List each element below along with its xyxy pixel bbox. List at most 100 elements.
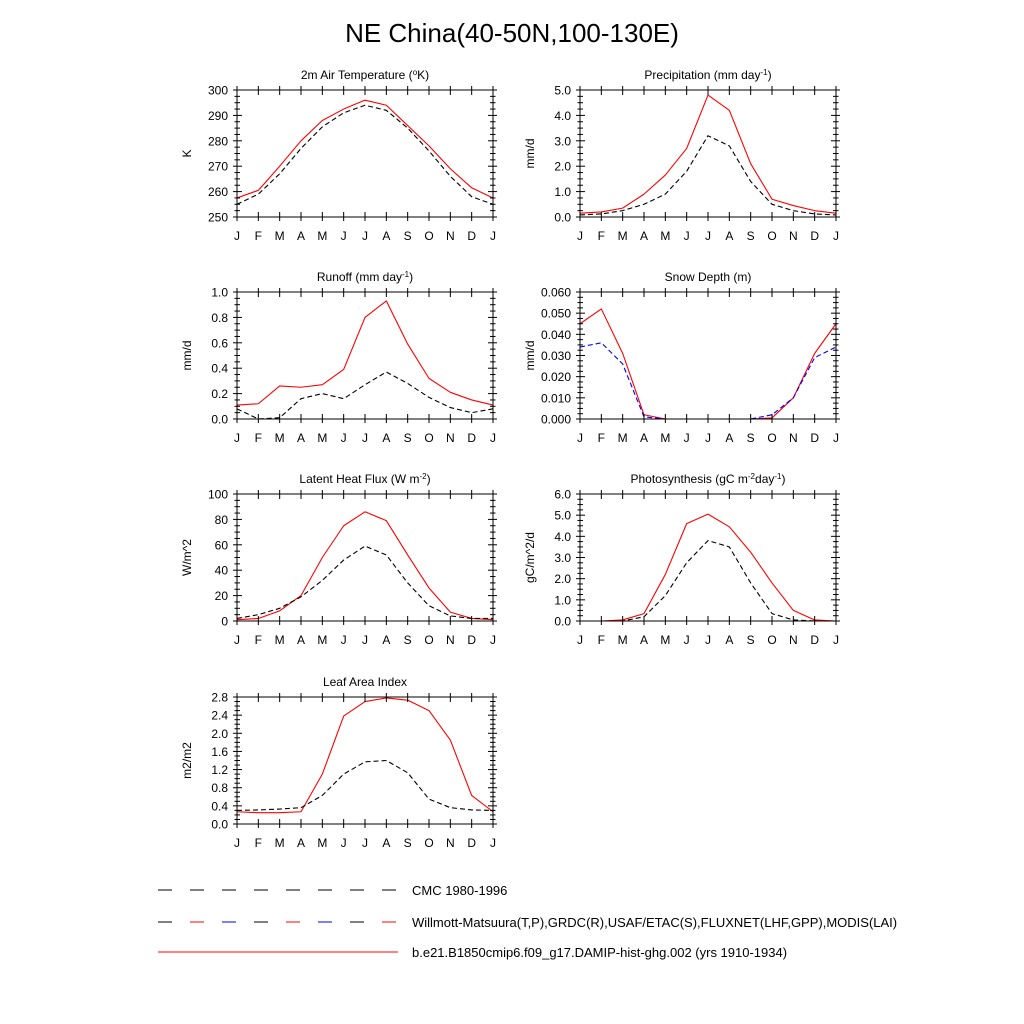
title-part: ) (782, 472, 786, 486)
x-tick-label: S (404, 229, 412, 243)
y-tick-label: 60 (215, 538, 229, 552)
x-tick-label: J (833, 431, 839, 445)
x-tick-label: S (747, 633, 755, 647)
x-tick-label: D (810, 229, 819, 243)
chart-title: Photosynthesis (gC m-2day-1) (631, 472, 786, 487)
title-part: Latent Heat Flux (W m (299, 472, 419, 486)
y-axis-label: m2/m2 (180, 742, 194, 779)
x-tick-label: J (234, 229, 240, 243)
y-tick-label: 2.4 (211, 709, 228, 723)
title-part: ) (427, 472, 431, 486)
x-tick-label: J (705, 633, 711, 647)
y-tick-label: 2.0 (554, 572, 571, 586)
series-line (579, 94, 837, 214)
series-line (580, 540, 836, 622)
y-tick-label: 0.0 (554, 615, 571, 629)
y-tick-label: 260 (208, 185, 228, 199)
x-tick-label: J (577, 431, 583, 445)
panel-6: J F M A M J J A S O N D J0.00.40.81.21.62.02.42.8m2/… (180, 675, 497, 850)
y-tick-label: 100 (208, 488, 228, 502)
x-tick-label: F (255, 836, 262, 850)
x-tick-label: O (424, 431, 433, 445)
x-tick-label: J (362, 836, 368, 850)
plot-frame (579, 291, 837, 420)
x-tick-label: J (341, 836, 347, 850)
series-line (236, 104, 494, 205)
series-line (236, 300, 494, 406)
y-tick-label: 3.0 (554, 551, 571, 565)
y-tick-label: 40 (215, 564, 229, 578)
chart-title: Latent Heat Flux (W m-2) (299, 472, 430, 487)
x-tick-label: J (577, 633, 583, 647)
y-tick-label: 4.0 (554, 530, 571, 544)
x-tick-label: A (725, 431, 733, 445)
y-tick-label: 20 (215, 589, 229, 603)
x-tick-label: J (490, 836, 496, 850)
y-tick-label: 1.0 (554, 185, 571, 199)
x-tick-label: M (317, 836, 327, 850)
chart-title: Snow Depth (m) (665, 270, 752, 284)
title-part: Precipitation (mm day (644, 68, 760, 82)
y-tick-label: 3.0 (554, 134, 571, 148)
panel-5: J F M A M J J A S O N D J0.01.02.03.04.05.06.0gC/m^2… (523, 472, 840, 647)
x-tick-label: M (660, 229, 670, 243)
y-tick-label: 0.8 (211, 781, 228, 795)
x-tick-label: J (684, 229, 690, 243)
x-tick-label: D (467, 431, 476, 445)
x-tick-label: J (705, 431, 711, 445)
y-tick-label: 0.010 (541, 391, 571, 405)
y-tick-label: 0.6 (211, 336, 228, 350)
x-tick-label: J (341, 229, 347, 243)
x-tick-label: M (317, 633, 327, 647)
y-tick-label: 4.0 (554, 109, 571, 123)
x-tick-label: M (275, 633, 285, 647)
series-line (579, 135, 837, 216)
x-tick-label: M (618, 431, 628, 445)
title-superscript: -1 (774, 472, 782, 481)
y-tick-label: 0.2 (211, 387, 228, 401)
x-tick-label: O (767, 633, 776, 647)
x-tick-label: F (255, 229, 262, 243)
y-tick-label: 0.000 (541, 413, 571, 427)
title-part: day (755, 472, 774, 486)
title-part: Leaf Area Index (323, 675, 407, 689)
x-tick-label: M (618, 633, 628, 647)
panel-1: J F M A M J J A S O N D J0.01.02.03.04.05.0mm/dPreci… (523, 68, 840, 243)
plot-frame (236, 696, 494, 825)
x-tick-label: D (810, 431, 819, 445)
x-tick-label: F (598, 229, 605, 243)
legend-label: Willmott-Matsuura(T,P),GRDC(R),USAF/ETAC… (412, 915, 897, 930)
page-title: NE China(40-50N,100-130E) (345, 18, 679, 48)
y-tick-label: 0.060 (541, 286, 571, 300)
plot-frame (579, 493, 837, 622)
plot-frame (236, 89, 494, 218)
x-tick-label: J (490, 229, 496, 243)
x-tick-label: N (446, 431, 455, 445)
y-tick-label: 270 (208, 160, 228, 174)
x-tick-label: S (404, 836, 412, 850)
title-superscript: -2 (419, 472, 427, 481)
x-tick-label: A (297, 836, 305, 850)
series-line (236, 99, 494, 199)
title-superscript: -1 (760, 68, 768, 77)
y-tick-label: 0.4 (211, 362, 228, 376)
chart-title: Precipitation (mm day-1) (644, 68, 771, 83)
x-tick-label: N (446, 633, 455, 647)
x-tick-label: O (767, 431, 776, 445)
y-tick-label: 80 (215, 513, 229, 527)
x-tick-label: F (255, 431, 262, 445)
plot-frame (236, 291, 494, 420)
panel-3: J F M A M J J A S O N D J0.0000.0100.0200.0300.0400.… (523, 270, 840, 445)
title-part: ) (409, 270, 413, 284)
legend: CMC 1980-1996 Willmott-Matsuura(T,P),GRDC… (158, 883, 897, 960)
x-tick-label: D (467, 633, 476, 647)
x-tick-label: J (684, 431, 690, 445)
plot-frame (236, 493, 494, 622)
y-tick-label: 1.2 (211, 763, 228, 777)
x-tick-label: A (297, 633, 305, 647)
y-tick-label: 1.0 (211, 286, 228, 300)
title-superscript: -2 (748, 472, 756, 481)
x-tick-label: D (810, 633, 819, 647)
y-tick-label: 2.0 (211, 727, 228, 741)
